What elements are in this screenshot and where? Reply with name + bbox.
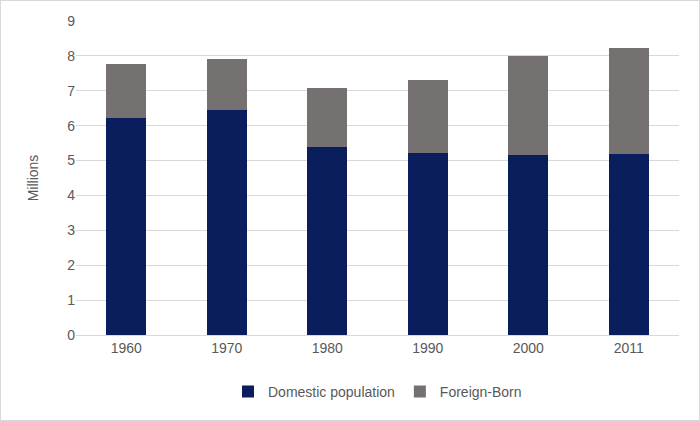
svg-text:7: 7 [67,83,75,99]
svg-text:0: 0 [67,327,75,343]
svg-text:2000: 2000 [513,340,544,356]
svg-text:1: 1 [67,292,75,308]
svg-text:1990: 1990 [412,340,443,356]
svg-text:5: 5 [67,152,75,168]
svg-text:4: 4 [67,187,75,203]
svg-text:9: 9 [67,13,75,29]
svg-text:1970: 1970 [211,340,242,356]
svg-text:3: 3 [67,222,75,238]
svg-text:Foreign-Born: Foreign-Born [440,384,522,400]
svg-text:6: 6 [67,118,75,134]
svg-text:Domestic population: Domestic population [268,384,395,400]
svg-text:1960: 1960 [111,340,142,356]
svg-text:Millions: Millions [25,155,41,202]
svg-text:8: 8 [67,48,75,64]
svg-text:2011: 2011 [614,340,644,356]
svg-text:1980: 1980 [312,340,343,356]
svg-text:2: 2 [67,257,75,273]
